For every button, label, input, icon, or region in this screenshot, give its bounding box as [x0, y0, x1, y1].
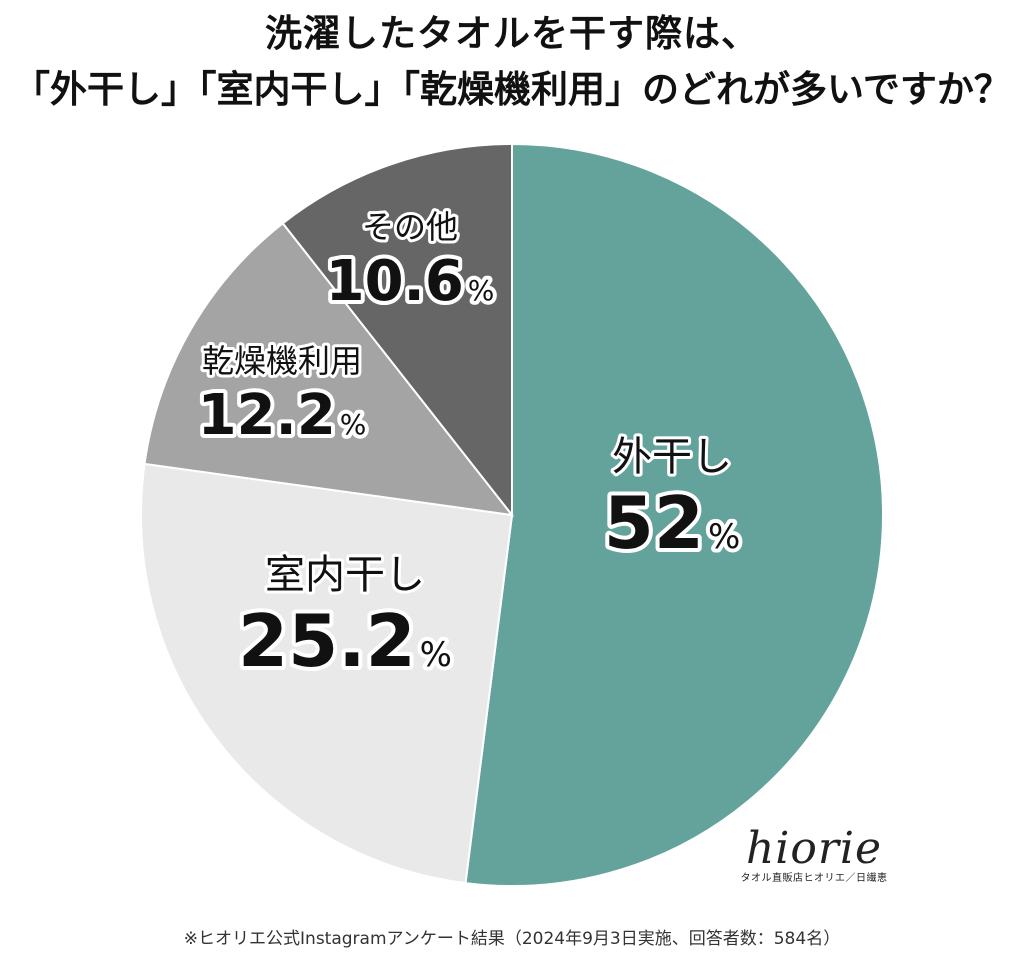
slice-label-2: 乾燥機利用: [202, 342, 362, 380]
pie-slices: [140, 142, 884, 887]
chart-title: 洗濯したタオルを干す際は、 「外干し」「室内干し」「乾燥機利用」のどれが多いです…: [0, 6, 1024, 118]
slice-unit-3: %: [468, 274, 495, 307]
title-line-2: 「外干し」「室内干し」「乾燥機利用」のどれが多いですか？: [13, 68, 1011, 111]
brand-subtitle: タオル直販店ヒオリエ／日繊恵: [740, 873, 888, 884]
pie-slice-0: [464, 142, 884, 887]
slice-label-3: その他: [362, 208, 458, 246]
slice-unit-0: %: [708, 517, 740, 557]
pie-slice-2: [143, 221, 515, 517]
slice-unit-2: %: [340, 408, 367, 441]
title-line-1: 洗濯したタオルを干す際は、: [265, 12, 759, 55]
slice-label-1: 室内干し: [265, 552, 425, 598]
slice-unit-1: %: [420, 635, 452, 675]
slice-label-0: 外干し: [612, 434, 732, 480]
pie-slice-3: [281, 142, 513, 518]
brand-logo-text: hiorie: [745, 823, 883, 874]
brand-logo: hiorie タオル直販店ヒオリエ／日繊恵: [724, 826, 904, 886]
pie-slice-1: [140, 462, 514, 885]
footnote: ※ヒオリエ公式Instagramアンケート結果（2024年9月3日実施、回答者数…: [183, 929, 841, 949]
